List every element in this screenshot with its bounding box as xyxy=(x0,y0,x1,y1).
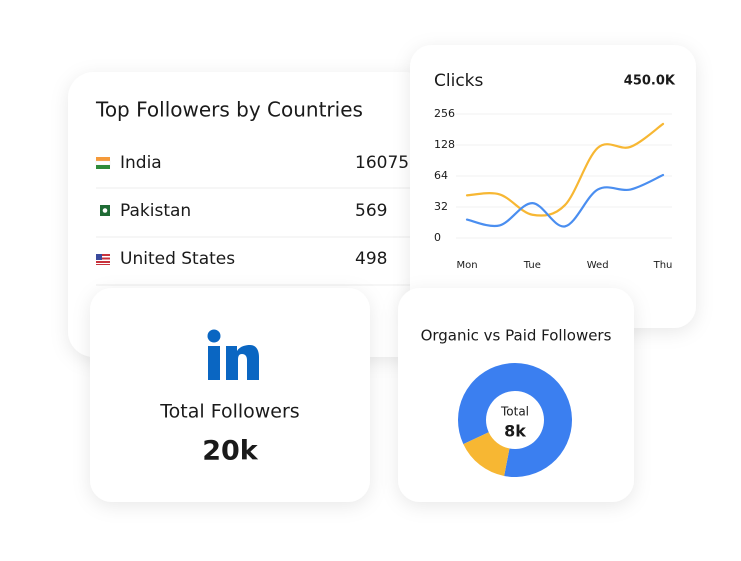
flag-us xyxy=(96,254,110,265)
chart-annotation: 450.0K xyxy=(624,74,676,89)
x-tick-label: Tue xyxy=(523,260,541,271)
center-label: Total xyxy=(500,405,529,419)
card xyxy=(410,45,696,328)
card xyxy=(398,288,634,502)
line-series xyxy=(465,122,665,217)
y-tick-label: 256 xyxy=(434,107,455,120)
card xyxy=(90,288,370,502)
country-name: Pakistan xyxy=(120,201,191,221)
x-tick-label: Wed xyxy=(587,260,609,271)
country-value: 569 xyxy=(355,201,387,221)
donut-slice xyxy=(463,432,510,476)
metric-label: Total Followers xyxy=(159,401,299,423)
center-value: 8k xyxy=(504,422,526,441)
x-tick-label: Mon xyxy=(456,260,477,271)
clicks-card: Clicks 450.0K 0 32 64 128 256 Mon Tue Wed Thu xyxy=(410,45,696,328)
countries-card: Top Followers by Countries India 16075 P… xyxy=(68,72,430,357)
flag-india xyxy=(95,157,111,169)
linkedin-card: Total Followers 20k xyxy=(90,288,370,502)
chart-title: Organic vs Paid Followers xyxy=(421,327,612,345)
y-tick-label: 0 xyxy=(434,231,441,244)
donut-slice xyxy=(457,362,572,477)
linkedin-logo xyxy=(207,329,259,380)
y-tick-label: 128 xyxy=(434,138,455,151)
donut-card: Organic vs Paid Followers Total 8k xyxy=(398,288,634,502)
card-title: Top Followers by Countries xyxy=(95,98,363,122)
country-value: 16075 xyxy=(355,153,409,173)
line-series xyxy=(465,173,665,228)
metric-value: 20k xyxy=(202,436,259,467)
x-tick-label: Thu xyxy=(653,260,673,271)
country-name: United States xyxy=(120,249,235,269)
country-name: India xyxy=(120,153,162,173)
y-tick-label: 64 xyxy=(434,169,448,182)
card xyxy=(68,72,430,357)
chart-title: Clicks xyxy=(434,71,484,91)
y-tick-label: 32 xyxy=(434,200,448,213)
flag-pakistan xyxy=(96,205,110,216)
country-value: 498 xyxy=(355,249,387,269)
